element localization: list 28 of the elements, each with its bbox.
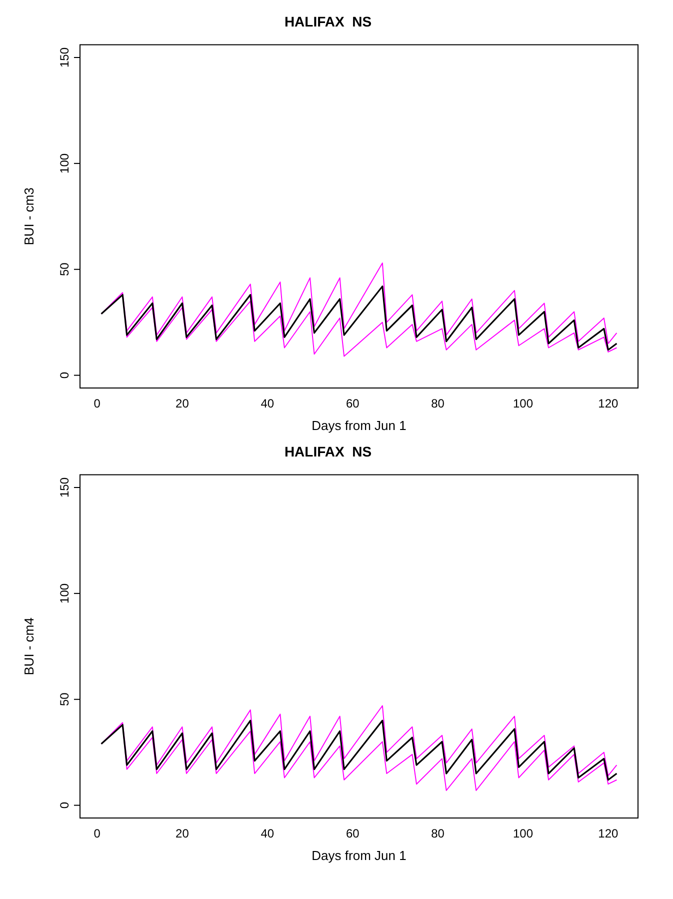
y-tick-label: 100 [57, 153, 72, 174]
y-tick-label: 0 [57, 802, 72, 809]
x-tick-label: 80 [431, 396, 445, 411]
x-tick-label: 80 [431, 826, 445, 841]
x-tick-label: 0 [94, 826, 101, 841]
y-tick-label: 150 [57, 477, 72, 498]
x-tick-label: 100 [512, 826, 534, 841]
x-tick-label: 40 [260, 396, 274, 411]
x-tick-label: 60 [346, 396, 360, 411]
y-tick-label: 50 [57, 692, 72, 706]
y-tick-label: 50 [57, 262, 72, 276]
x-tick-label: 0 [94, 396, 101, 411]
y-axis-title: BUI - cm4 [21, 618, 36, 676]
x-tick-label: 60 [346, 826, 360, 841]
x-tick-label: 100 [512, 396, 534, 411]
chart-title: HALIFAX NS [284, 443, 372, 460]
x-tick-label: 40 [260, 826, 274, 841]
x-tick-label: 20 [176, 826, 190, 841]
y-tick-label: 0 [57, 372, 72, 379]
x-tick-label: 120 [598, 396, 619, 411]
y-axis-title: BUI - cm3 [21, 188, 36, 246]
x-axis-title: Days from Jun 1 [312, 418, 406, 433]
chart-title: HALIFAX NS [284, 13, 372, 30]
y-tick-label: 150 [57, 47, 72, 68]
x-tick-label: 120 [598, 826, 619, 841]
y-tick-label: 100 [57, 583, 72, 604]
x-axis-title: Days from Jun 1 [312, 848, 406, 863]
x-tick-label: 20 [176, 396, 190, 411]
